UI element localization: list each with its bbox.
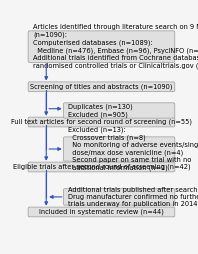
FancyBboxPatch shape <box>28 82 175 92</box>
FancyBboxPatch shape <box>28 117 175 127</box>
FancyBboxPatch shape <box>28 207 175 217</box>
FancyBboxPatch shape <box>28 31 175 62</box>
Text: Additional trials published after search (n=2)
Drug manufacturer confirmed no fu: Additional trials published after search… <box>69 186 198 208</box>
FancyBboxPatch shape <box>63 137 175 161</box>
Text: Duplicates (n=130)
Excluded (n=905): Duplicates (n=130) Excluded (n=905) <box>69 103 133 118</box>
FancyBboxPatch shape <box>63 189 175 205</box>
FancyBboxPatch shape <box>28 162 175 172</box>
FancyBboxPatch shape <box>63 103 175 118</box>
Text: Excluded (n=13):
  Crossover trials (n=8)
  No monitoring of adverse events/sing: Excluded (n=13): Crossover trials (n=8) … <box>69 127 198 171</box>
Text: Articles identified through literature search on 9 May 2014
(n=1090):
Computeris: Articles identified through literature s… <box>33 24 198 69</box>
Text: Included in systematic review (n=44): Included in systematic review (n=44) <box>39 209 164 215</box>
Text: Full text articles for second round of screening (n=55): Full text articles for second round of s… <box>11 119 192 125</box>
Text: Eligible trials after second round of screening (n=42): Eligible trials after second round of sc… <box>13 164 190 170</box>
Text: Screening of titles and abstracts (n=1090): Screening of titles and abstracts (n=109… <box>30 84 173 90</box>
